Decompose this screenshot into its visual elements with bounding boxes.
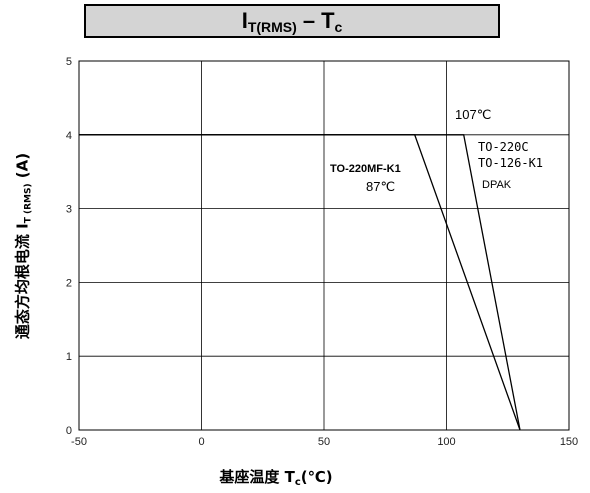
- y-axis-label-suffix: (A): [14, 153, 32, 184]
- y-axis-label: 通态方均根电流 IT (RMS) (A): [12, 153, 33, 339]
- annotation-to126k1: TO-126-K1: [478, 156, 543, 170]
- x-axis-label-suffix: (℃): [301, 468, 333, 486]
- x-tick-label: 50: [318, 436, 330, 448]
- x-axis-label: 基座温度 Tc(℃): [219, 466, 332, 487]
- grid-lines: [79, 61, 569, 430]
- x-tick-label: 150: [560, 436, 578, 448]
- annotation-107c: 107℃: [455, 107, 491, 122]
- y-axis-label-subscript: T (RMS): [24, 183, 34, 223]
- x-tick-label: -50: [71, 436, 87, 448]
- y-axis-label-prefix: 通态方均根电流 I: [14, 223, 32, 339]
- y-tick-label: 5: [66, 56, 72, 68]
- x-axis-label-prefix: 基座温度 T: [219, 468, 294, 486]
- annotation-to220mfk1: TO-220MF-K1: [330, 163, 401, 175]
- y-tick-label: 3: [66, 204, 72, 216]
- y-tick-label: 4: [66, 130, 72, 142]
- x-tick-label: 0: [198, 436, 204, 448]
- x-axis-label-subscript: c: [295, 477, 301, 488]
- annotation-to220c: TO-220C: [478, 140, 529, 154]
- y-tick-label: 2: [66, 277, 72, 289]
- y-tick-label: 1: [66, 351, 72, 363]
- annotation-dpak: DPAK: [482, 179, 512, 191]
- x-tick-label: 100: [437, 436, 455, 448]
- y-tick-label: 0: [66, 425, 72, 437]
- annotation-87c: 87℃: [366, 179, 395, 194]
